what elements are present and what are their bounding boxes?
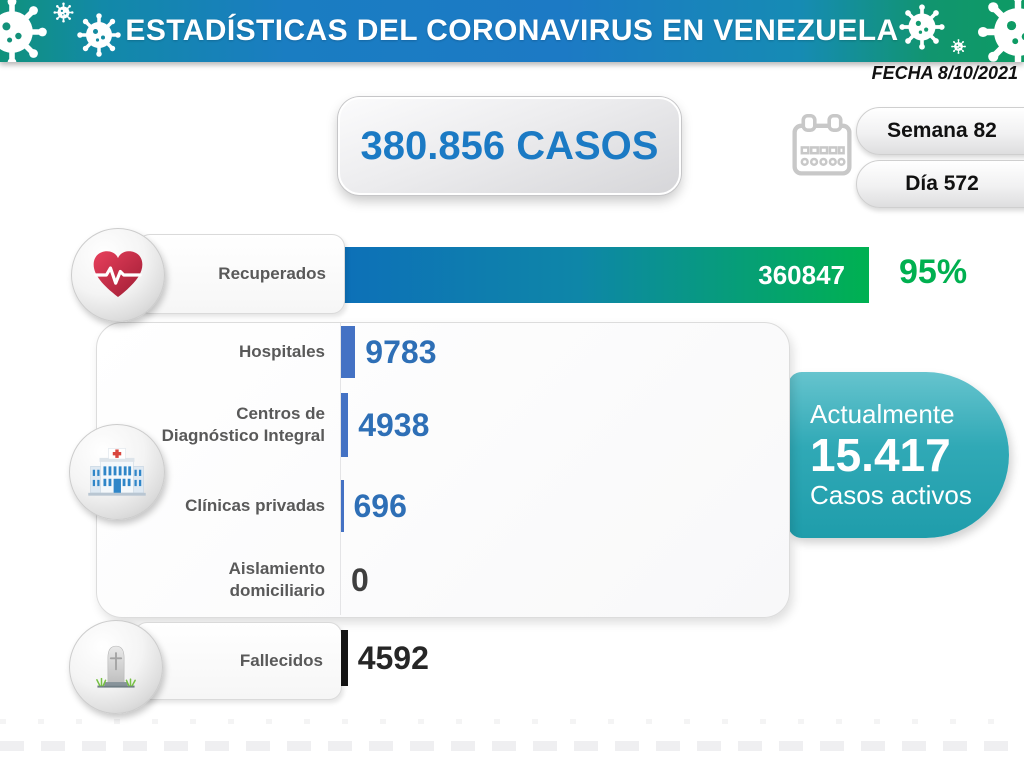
week-badge: Semana 82 — [856, 107, 1024, 155]
recovered-label-box: Recuperados — [137, 234, 345, 314]
total-cases-box: 380.856 CASOS — [338, 97, 681, 195]
recovered-icon-circle — [71, 228, 165, 322]
header-banner: ESTADÍSTICAS DEL CORONAVIRUS EN VENEZUEL… — [0, 0, 1024, 62]
row-value: 4938 — [358, 406, 430, 443]
row-label: Hospitales — [239, 341, 325, 361]
row-bar — [341, 393, 349, 457]
tombstone-icon — [96, 645, 136, 688]
deceased-label-box: Fallecidos — [134, 622, 342, 700]
facility-row-hospitales: Hospitales 9783 — [100, 326, 436, 378]
active-cases-caption: Actualmente — [810, 398, 955, 429]
row-value: 9783 — [365, 333, 437, 370]
week-label: Semana 82 — [887, 119, 997, 142]
recovered-label: Recuperados — [218, 264, 326, 284]
facility-row-cdi: Centros de Diagnóstico Integral 4938 — [100, 393, 429, 457]
bottom-dotted-line — [0, 719, 1024, 724]
row-value: 696 — [353, 487, 407, 524]
day-badge: Día 572 — [856, 160, 1024, 208]
active-cases-box: Actualmente 15.417 Casos activos — [788, 372, 1009, 538]
row-label: Aislamiento domiciliario — [228, 558, 325, 600]
bar-axis-line — [340, 323, 341, 615]
day-label: Día 572 — [905, 172, 979, 195]
deceased-label: Fallecidos — [239, 651, 323, 671]
facility-panel — [96, 322, 790, 618]
facility-row-clinicas: Clínicas privadas 696 — [100, 480, 407, 532]
hospital-icon-circle — [69, 424, 165, 520]
page-title: ESTADÍSTICAS DEL CORONAVIRUS EN VENEZUEL… — [125, 14, 899, 47]
active-cases-value: 15.417 — [810, 428, 951, 481]
deceased-value: 4592 — [357, 639, 429, 676]
deceased-bar — [341, 630, 348, 686]
row-bar — [341, 480, 344, 532]
date-label: FECHA 8/10/2021 — [871, 63, 1018, 83]
row-bar — [341, 326, 356, 378]
row-label: Clínicas privadas — [185, 495, 325, 515]
total-cases-value: 380.856 CASOS — [360, 123, 659, 168]
active-cases-subcaption: Casos activos — [810, 480, 972, 511]
recovered-bar: 360847 — [341, 247, 869, 303]
bottom-dashed-line — [0, 741, 1024, 751]
row-value: 0 — [351, 561, 369, 598]
recovered-percent: 95% — [899, 253, 968, 291]
recovered-value: 360847 — [758, 259, 845, 290]
hospital-icon — [88, 448, 146, 496]
calendar-icon — [792, 113, 852, 176]
row-label: Centros de Diagnóstico Integral — [161, 403, 325, 445]
facility-row-aislamiento: Aislamiento domiciliario 0 — [100, 554, 369, 606]
deceased-row: 4592 — [341, 630, 429, 686]
deceased-icon-circle — [69, 620, 163, 714]
heart-pulse-icon — [93, 251, 143, 298]
